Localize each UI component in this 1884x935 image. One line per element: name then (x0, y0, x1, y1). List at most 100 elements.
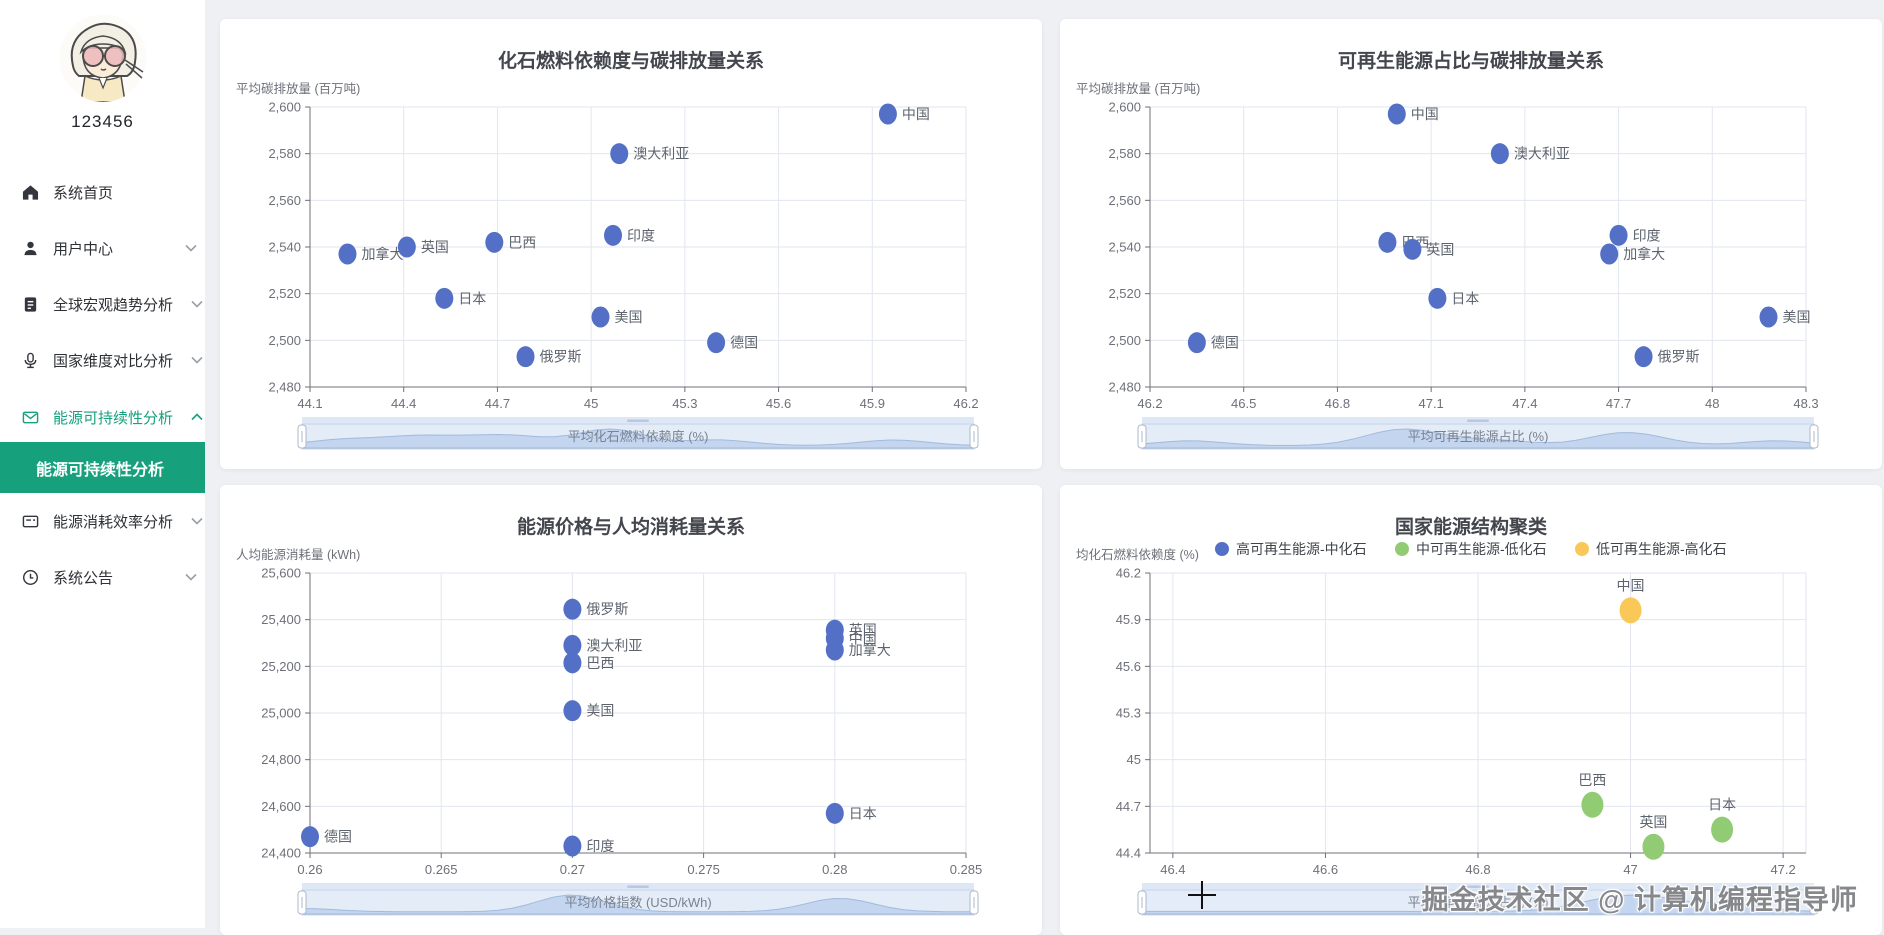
datazoom-label: 平均可再生能源占比 (%) (1408, 895, 1549, 910)
scatter-point[interactable] (485, 231, 504, 253)
sidebar-item-global-trend[interactable]: 全球宏观趋势分析 (0, 291, 205, 317)
legend-label[interactable]: 高可再生能源-中化石 (1236, 541, 1367, 557)
scatter-point[interactable] (301, 826, 319, 848)
scatter-point[interactable] (825, 639, 844, 661)
sidebar-item-label: 全球宏观趋势分析 (53, 296, 174, 314)
scatter-point[interactable] (1490, 143, 1509, 165)
y-tick-label: 45.6 (1116, 659, 1141, 674)
y-axis-name: 人均能源消耗量 (kWh) (236, 548, 360, 562)
y-tick-label: 2,500 (268, 333, 301, 348)
x-tick-label: 44.1 (297, 396, 322, 411)
sidebar-subitem-energy-sustainability-active[interactable]: 能源可持续性分析 (0, 442, 205, 493)
point-label: 中国 (1411, 106, 1439, 122)
point-label: 印度 (627, 227, 655, 243)
scatter-point[interactable] (878, 103, 897, 125)
sidebar-item-label: 能源可持续性分析 (53, 409, 174, 427)
x-tick-label: 47.7 (1606, 396, 1631, 411)
scatter-point[interactable] (825, 802, 844, 824)
point-label: 美国 (615, 309, 643, 325)
x-tick-label: 0.285 (950, 862, 983, 877)
y-tick-label: 25,400 (261, 612, 301, 627)
point-label: 中国 (1617, 577, 1645, 593)
x-tick-label: 46.5 (1231, 396, 1256, 411)
scatter-point[interactable] (1759, 306, 1778, 328)
scatter-point[interactable] (563, 598, 582, 620)
datazoom-slider[interactable]: 平均价格指数 (USD/kWh) (297, 883, 979, 916)
legend-label[interactable]: 中可再生能源-低化石 (1416, 541, 1547, 557)
sidebar-subitem-label: 能源可持续性分析 (36, 461, 165, 479)
legend-swatch[interactable] (1575, 542, 1589, 556)
x-tick-label: 44.4 (391, 396, 416, 411)
y-tick-label: 2,560 (268, 193, 301, 208)
card-renewable-vs-co2: 可再生能源占比与碳排放量关系 平均碳排放量 (百万吨) 2,480 2,500 2,52… (1060, 19, 1882, 469)
point-label: 澳大利亚 (633, 146, 689, 162)
point-label: 日本 (849, 805, 877, 821)
card-price-vs-consumption: 能源价格与人均消耗量关系 人均能源消耗量 (kWh) 24,400 24,600 24,… (220, 485, 1042, 935)
point-label: 日本 (1451, 290, 1479, 306)
sidebar-item-country-compare[interactable]: 国家维度对比分析 (0, 347, 205, 373)
scatter-point[interactable] (610, 143, 629, 165)
chevron-down-icon (185, 239, 197, 257)
scatter-point[interactable] (1642, 833, 1665, 860)
y-axis-name: 平均碳排放量 (百万吨) (1076, 81, 1200, 96)
document-icon (20, 294, 40, 314)
y-axis-name: 均化石燃料依赖度 (%) (1076, 547, 1199, 562)
scatter-point[interactable] (516, 346, 535, 368)
scatter-point[interactable] (604, 224, 623, 246)
y-tick-label: 25,600 (261, 566, 301, 581)
sidebar-item-home[interactable]: 系统首页 (0, 179, 205, 205)
scatter-point[interactable] (1378, 231, 1397, 253)
scatter-point[interactable] (338, 243, 357, 265)
point-label: 德国 (324, 829, 352, 845)
sidebar-item-announcements[interactable]: 系统公告 (0, 564, 205, 590)
scatter-point[interactable] (563, 700, 582, 722)
scatter-point[interactable] (707, 332, 726, 354)
sidebar-item-energy-efficiency[interactable]: 能源消耗效率分析 (0, 508, 205, 534)
user-icon (20, 238, 40, 258)
legend-label[interactable]: 低可再生能源-高化石 (1596, 541, 1727, 557)
sidebar-item-energy-sustainability[interactable]: 能源可持续性分析 (0, 404, 205, 430)
scatter-point[interactable] (1581, 791, 1604, 818)
x-tick-label: 47.4 (1512, 396, 1537, 411)
point-label: 日本 (458, 290, 486, 306)
scatter-point[interactable] (1387, 103, 1406, 125)
avatar[interactable] (58, 14, 147, 102)
scatter-point[interactable] (563, 634, 582, 656)
scatter-point[interactable] (1403, 238, 1422, 260)
y-tick-label: 2,600 (1108, 100, 1141, 115)
scatter-point[interactable] (1634, 346, 1653, 368)
scatter-point[interactable] (1187, 332, 1206, 354)
scatter-point[interactable] (435, 287, 454, 309)
scatter-point[interactable] (563, 652, 582, 674)
scatter-point[interactable] (1711, 816, 1734, 843)
panel-icon (20, 511, 40, 531)
scatter-point[interactable] (1619, 597, 1642, 624)
datazoom-slider[interactable]: 平均可再生能源占比 (%) (1137, 883, 1819, 916)
scatter-point[interactable] (591, 306, 610, 328)
y-tick-label: 44.4 (1116, 846, 1141, 861)
grid (1149, 106, 1807, 387)
sidebar-item-user-center[interactable]: 用户中心 (0, 235, 205, 261)
chevron-up-icon (191, 408, 203, 426)
datazoom-slider[interactable]: 平均化石燃料依赖度 (%) (297, 417, 979, 450)
scatter-point[interactable] (1600, 243, 1619, 265)
datazoom-label: 平均化石燃料依赖度 (%) (568, 429, 709, 444)
axes: 44.4 44.7 45 45.3 45.6 45.9 46.2 46.4 46.6 46.8 47… (1116, 566, 1806, 877)
grid (309, 572, 967, 853)
datazoom-slider[interactable]: 平均可再生能源占比 (%) (1137, 417, 1819, 450)
chart-legend: 高可再生能源-中化石 中可再生能源-低化石 低可再生能源-高化石 (1215, 541, 1727, 557)
scatter-point[interactable] (563, 835, 582, 857)
scatter-point[interactable] (1609, 224, 1628, 246)
y-tick-label: 2,580 (1108, 146, 1141, 161)
legend-swatch[interactable] (1395, 542, 1409, 556)
username: 123456 (71, 112, 134, 131)
scatter-point[interactable] (397, 236, 416, 258)
legend-swatch[interactable] (1215, 542, 1229, 556)
chevron-down-icon (191, 351, 203, 369)
scatter-point[interactable] (1428, 287, 1447, 309)
